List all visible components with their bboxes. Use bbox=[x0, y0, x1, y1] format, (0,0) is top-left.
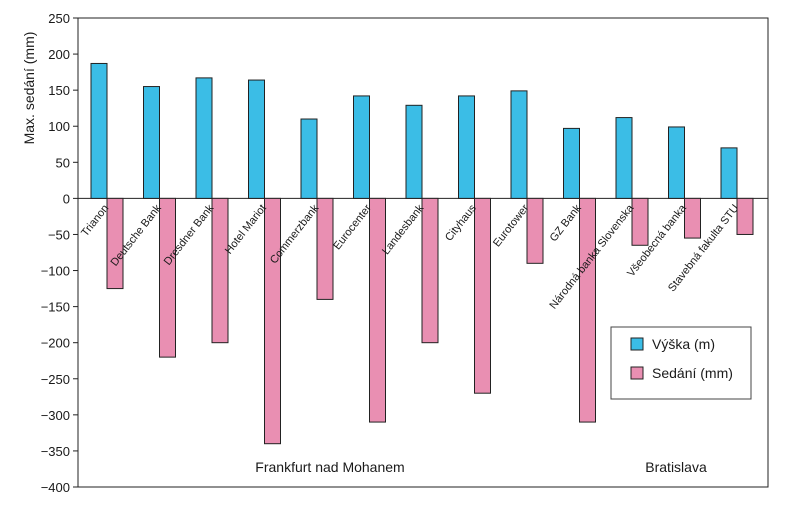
y-tick-label: −150 bbox=[41, 300, 70, 315]
x-tick-label-hotel-mariot: Hotel Mariot bbox=[223, 202, 269, 256]
legend: Výška (m) Sedání (mm) bbox=[610, 326, 752, 400]
bar-sedani-commerzbank bbox=[316, 197, 334, 300]
bar-vyska-eurotower bbox=[510, 90, 528, 199]
y-tick-label: 150 bbox=[48, 83, 70, 98]
bar-sedani-gz-bank bbox=[579, 197, 596, 423]
y-tick-label: −250 bbox=[41, 372, 70, 387]
bar-sedani-eurotower bbox=[526, 197, 544, 264]
bar-sedani-hotel-mariot bbox=[264, 197, 281, 445]
legend-swatch-sedani bbox=[630, 366, 644, 380]
bar-vyska-commerzbank bbox=[300, 118, 318, 199]
bar-sedani-n-rodn-banka-slovenska bbox=[631, 197, 649, 246]
y-tick-label: −400 bbox=[41, 480, 70, 495]
x-tick-label-landesbank: Landesbank bbox=[380, 202, 427, 257]
bar-sedani-deutsche-bank bbox=[159, 197, 176, 358]
bar-vyska-v-eobecn-banka bbox=[668, 126, 685, 199]
bars bbox=[90, 62, 754, 445]
bar-vyska-n-rodn-banka-slovenska bbox=[615, 117, 633, 199]
y-tick-label: 50 bbox=[56, 155, 70, 170]
y-tick-label: −300 bbox=[41, 408, 70, 423]
y-tick-label: −100 bbox=[41, 264, 70, 279]
x-tick-label-eurocenter: Eurocenter bbox=[331, 202, 374, 252]
legend-swatch-vyska bbox=[630, 337, 644, 351]
bar-sedani-stavebn-fakulta-stu bbox=[736, 197, 754, 235]
y-tick-label: 0 bbox=[63, 191, 70, 206]
y-tick-label: 200 bbox=[48, 47, 70, 62]
bar-vyska-hotel-mariot bbox=[248, 79, 265, 199]
bar-vyska-eurocenter bbox=[353, 95, 370, 199]
x-tick-label-cityhaus: Cityhaus bbox=[443, 202, 479, 244]
legend-label-vyska: Výška (m) bbox=[652, 336, 715, 352]
bar-vyska-stavebn-fakulta-stu bbox=[720, 147, 738, 199]
y-tick-label: −200 bbox=[41, 336, 70, 351]
bar-vyska-dresdner-bank bbox=[195, 77, 213, 199]
bar-sedani-trianon bbox=[106, 197, 124, 290]
y-tick-label: 100 bbox=[48, 119, 70, 134]
bar-sedani-eurocenter bbox=[369, 197, 386, 423]
y-axis: 250 200 150 100 50 0 −50 −100 −150 −200 −250 −300 −3… bbox=[41, 11, 768, 495]
bar-vyska-deutsche-bank bbox=[143, 86, 160, 199]
bar-sedani-cityhaus bbox=[474, 197, 491, 394]
bar-sedani-v-eobecn-banka bbox=[684, 197, 701, 239]
group-label-frankfurt: Frankfurt nad Mohanem bbox=[255, 459, 404, 475]
bar-vyska-gz-bank bbox=[563, 127, 580, 199]
bar-vyska-cityhaus bbox=[458, 95, 475, 199]
bar-sedani-dresdner-bank bbox=[211, 197, 229, 344]
plot-frame bbox=[77, 17, 769, 488]
group-label-bratislava: Bratislava bbox=[645, 459, 707, 475]
bar-vyska-landesbank bbox=[405, 104, 423, 199]
bar-sedani-landesbank bbox=[421, 197, 439, 344]
x-tick-label-eurotower: Eurotower bbox=[491, 202, 532, 249]
bar-vyska-trianon bbox=[90, 62, 108, 199]
x-tick-label-gz-bank: GZ Bank bbox=[548, 202, 584, 244]
legend-label-sedani: Sedání (mm) bbox=[652, 365, 733, 381]
y-tick-label: 250 bbox=[48, 11, 70, 26]
y-tick-label: −50 bbox=[48, 227, 70, 242]
y-tick-label: −350 bbox=[41, 444, 70, 459]
y-axis-title: Max. sedání (mm) bbox=[21, 32, 37, 145]
